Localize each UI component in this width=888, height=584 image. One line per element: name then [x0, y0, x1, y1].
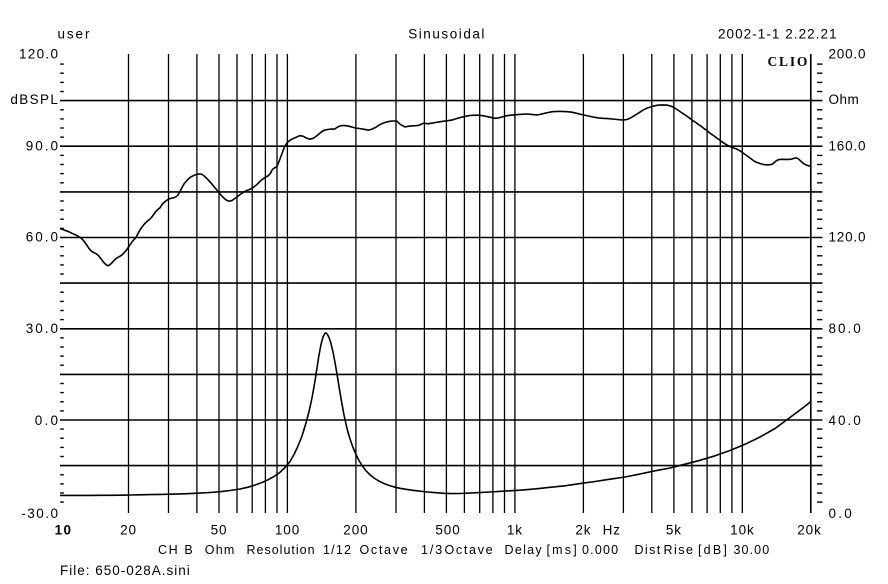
- svg-text:20k: 20k: [797, 522, 821, 537]
- svg-text:Ohm: Ohm: [829, 92, 860, 107]
- svg-text:1k: 1k: [507, 522, 523, 537]
- svg-text:40.0: 40.0: [829, 413, 863, 428]
- svg-text:user: user: [58, 26, 92, 41]
- svg-text:200: 200: [343, 522, 368, 537]
- svg-text:500: 500: [435, 522, 460, 537]
- svg-text:20: 20: [120, 522, 137, 537]
- svg-text:1/3: 1/3: [421, 543, 444, 557]
- svg-text:Ohm: Ohm: [205, 543, 236, 557]
- svg-text:1/12: 1/12: [323, 543, 352, 557]
- svg-text:Hz: Hz: [603, 522, 621, 537]
- svg-text:Rise: Rise: [664, 543, 695, 557]
- svg-text:60.0: 60.0: [26, 230, 60, 245]
- svg-text:-30.0: -30.0: [21, 506, 59, 521]
- svg-text:2k: 2k: [575, 522, 591, 537]
- svg-text:2002-1-1 2.22.21: 2002-1-1 2.22.21: [718, 27, 838, 42]
- svg-text:Octave: Octave: [360, 543, 410, 557]
- svg-text:dBSPL: dBSPL: [10, 92, 59, 107]
- svg-text:[ms]: [ms]: [547, 543, 579, 557]
- svg-text:200.0: 200.0: [829, 46, 867, 61]
- svg-text:0.0: 0.0: [35, 413, 61, 428]
- svg-text:0.000: 0.000: [582, 543, 619, 557]
- svg-text:120.0: 120.0: [19, 46, 59, 61]
- svg-text:Resolution: Resolution: [247, 543, 316, 557]
- svg-text:160.0: 160.0: [829, 138, 867, 153]
- svg-text:30.0: 30.0: [26, 321, 60, 336]
- svg-text:0.0: 0.0: [829, 506, 855, 521]
- svg-text:Sinusoidal: Sinusoidal: [408, 26, 486, 41]
- svg-text:[dB]: [dB]: [698, 543, 729, 557]
- svg-text:120.0: 120.0: [829, 230, 867, 245]
- svg-text:Octave: Octave: [445, 543, 495, 557]
- svg-text:50: 50: [211, 522, 228, 537]
- svg-text:30.00: 30.00: [734, 543, 771, 557]
- svg-text:5k: 5k: [666, 522, 682, 537]
- svg-text:CH B: CH B: [158, 543, 194, 557]
- svg-text:CLIO: CLIO: [768, 54, 810, 69]
- svg-text:90.0: 90.0: [26, 138, 60, 153]
- svg-text:10: 10: [55, 522, 73, 537]
- svg-text:Dist: Dist: [635, 543, 662, 557]
- svg-text:10k: 10k: [730, 522, 754, 537]
- svg-text:100: 100: [275, 522, 300, 537]
- svg-text:80.0: 80.0: [829, 321, 863, 336]
- svg-text:Delay: Delay: [505, 543, 543, 557]
- svg-text:File: 650-028A.sini: File: 650-028A.sini: [60, 563, 191, 578]
